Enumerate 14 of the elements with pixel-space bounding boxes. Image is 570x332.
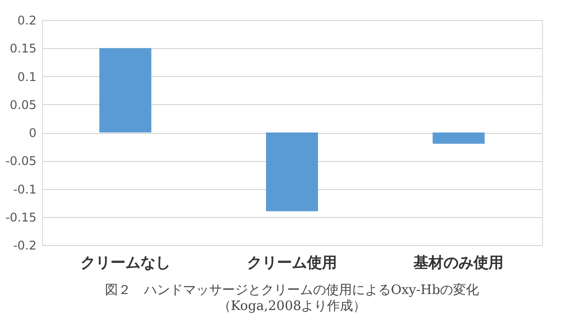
x-tick-label: クリームなし [80, 254, 170, 272]
y-tick-label: 0 [28, 126, 36, 140]
y-tick-label: 0.1 [17, 70, 36, 84]
y-tick-label: 0.15 [10, 42, 36, 56]
y-tick-label: 0.05 [10, 98, 36, 112]
y-tick-label: 0.2 [17, 14, 36, 28]
y-tick-label: -0.2 [13, 238, 36, 252]
y-tick-label: -0.1 [13, 182, 36, 196]
y-tick-label: -0.05 [5, 154, 36, 168]
text: （Koga,2008より作成） [218, 299, 366, 314]
x-tick-label: クリーム使用 [247, 254, 337, 272]
y-tick-label: -0.15 [5, 210, 36, 224]
text: 図２ ハンドマッサージとクリームの使用によるOxy-Hbの変化 [104, 282, 480, 298]
x-tick-label: 基材のみ使用 [412, 254, 504, 272]
